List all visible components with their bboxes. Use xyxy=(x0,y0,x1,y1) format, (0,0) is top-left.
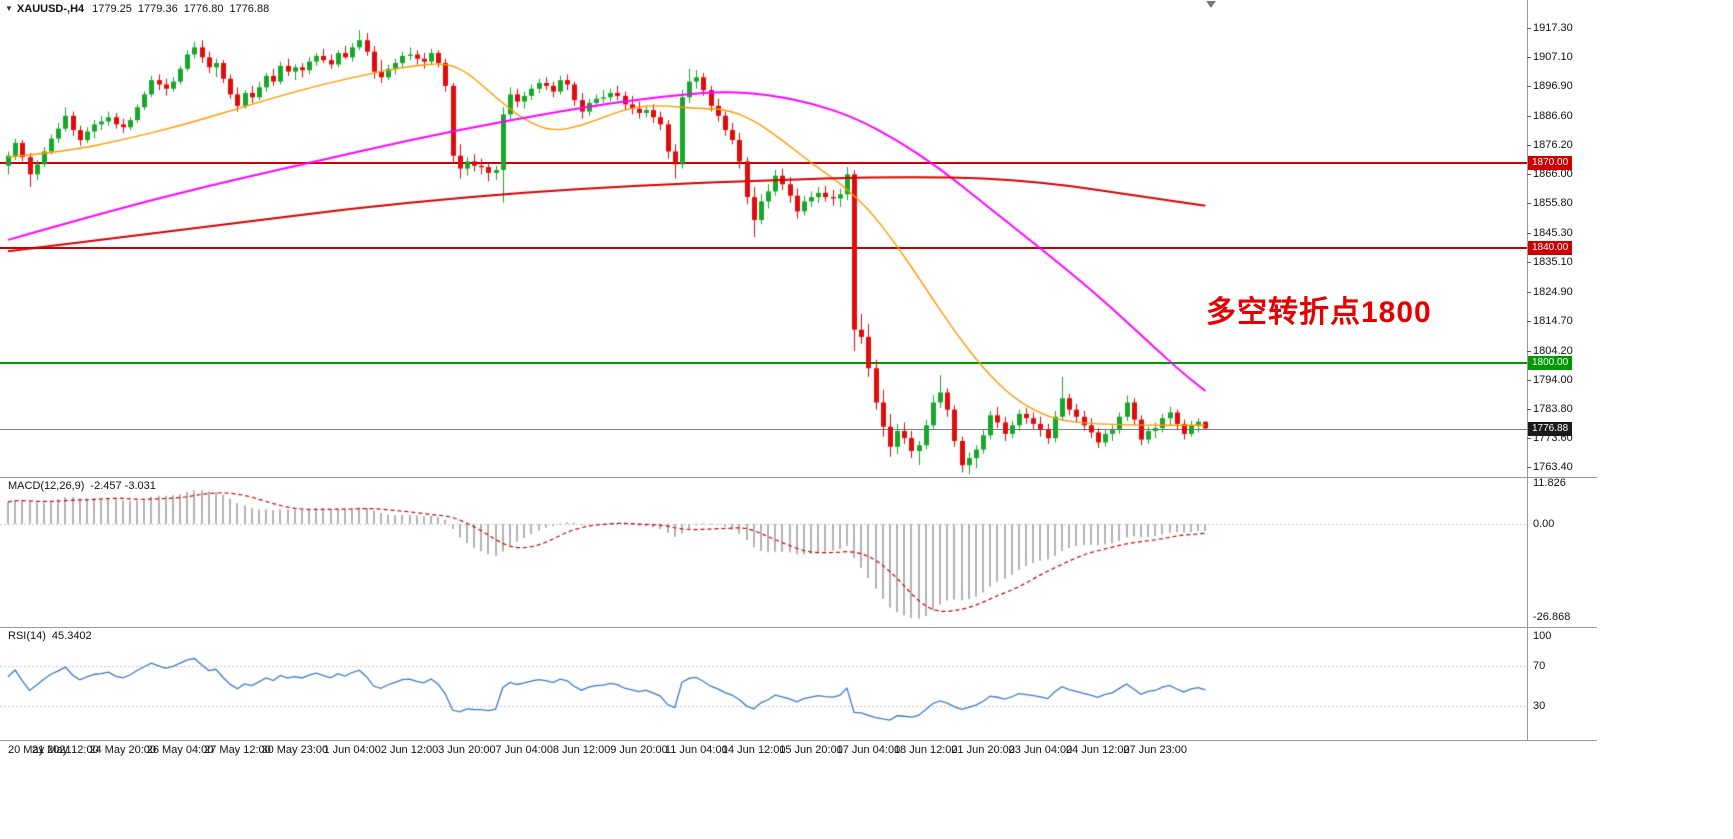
chart-header: ▼ XAUUSD-,H4 1779.25 1779.36 1776.80 1776.88 xyxy=(5,3,275,15)
price-tick-label: 1917.30 xyxy=(1533,21,1573,34)
macd-axis-label: 11.826 xyxy=(1533,477,1566,490)
price-tick-label: 1845.30 xyxy=(1533,227,1573,240)
ohlc-low: 1776.80 xyxy=(183,3,224,15)
macd-title: MACD(12,26,9) xyxy=(8,480,85,492)
time-axis-label: 3 Jun 20:00 xyxy=(438,744,496,756)
price-tick-mark xyxy=(1527,379,1531,381)
price-tick-label: 1866.00 xyxy=(1533,168,1573,181)
time-axis-label: 24 May 20:00 xyxy=(89,744,157,756)
price-tick-label: 1804.20 xyxy=(1533,344,1573,357)
price-tick-mark xyxy=(1527,262,1531,264)
rsi-axis-label: 30 xyxy=(1533,700,1546,712)
price-tick-mark xyxy=(1527,350,1531,352)
price-tick-label: 1886.60 xyxy=(1533,109,1573,122)
price-tick-label: 1814.70 xyxy=(1533,314,1573,327)
time-axis-label: 1 Jun 04:00 xyxy=(323,744,381,756)
price-tick-mark xyxy=(1527,145,1531,147)
price-tick-label: 1896.90 xyxy=(1533,80,1573,93)
time-axis-label: 20 May 2021 xyxy=(8,744,72,756)
price-tick-mark xyxy=(1527,86,1531,88)
price-badge-1840.00: 1840.00 xyxy=(1528,241,1573,256)
symbol-dropdown-icon[interactable]: ▼ xyxy=(5,4,13,13)
price-tick-mark xyxy=(1527,408,1531,410)
ohlc-close: 1776.88 xyxy=(229,3,270,15)
price-axis[interactable]: 1870.00 1840.00 1800.00 1776.88 1917.30 1907.… xyxy=(1527,0,1733,762)
macd-axis-label: -26.868 xyxy=(1533,610,1571,623)
time-axis-label: 21 Jun 20:00 xyxy=(951,744,1015,756)
price-tick-mark xyxy=(1527,115,1531,117)
price-tick-mark xyxy=(1527,437,1531,439)
annotation-text[interactable]: 多空转折点1800 xyxy=(1206,296,1432,329)
price-tick-label: 1794.00 xyxy=(1533,373,1573,386)
time-axis-label: 27 May 12:00 xyxy=(204,744,271,756)
price-tick-mark xyxy=(1527,291,1531,293)
price-tick-mark xyxy=(1527,27,1531,29)
ohlc-high: 1779.36 xyxy=(137,3,178,15)
rsi-axis-label: 70 xyxy=(1533,660,1546,672)
rsi-panel-separator[interactable] xyxy=(0,627,1597,628)
price-tick-mark xyxy=(1527,466,1531,468)
rsi-title: RSI(14) xyxy=(8,630,46,642)
price-tick-label: 1824.90 xyxy=(1533,285,1573,298)
price-badge-1800.00: 1800.00 xyxy=(1528,355,1573,370)
time-axis-label: 27 Jun 23:00 xyxy=(1123,744,1187,756)
time-axis-label: 14 Jun 12:00 xyxy=(721,744,786,756)
time-axis-label: 30 May 23:00 xyxy=(261,744,329,756)
price-tick-label: 1907.10 xyxy=(1533,51,1573,64)
time-axis-label: 9 Jun 20:00 xyxy=(610,744,668,756)
price-tick-label: 1835.10 xyxy=(1533,256,1573,269)
price-tick-mark xyxy=(1527,57,1531,59)
time-axis-label: 17 Jun 04:00 xyxy=(836,744,901,756)
macd-panel-separator[interactable] xyxy=(0,477,1597,478)
time-axis-label: 8 Jun 12:00 xyxy=(552,744,611,756)
time-axis-label: 21 May 12:00 xyxy=(32,744,99,756)
rsi-axis-label: 100 xyxy=(1533,630,1552,642)
price-tick-mark xyxy=(1527,203,1531,205)
symbol-period-label: XAUUSD-,H4 xyxy=(16,3,85,15)
rsi-value: 45.3402 xyxy=(51,630,92,642)
price-tick-label: 1783.80 xyxy=(1533,402,1573,415)
time-axis-label: 18 Jun 12:00 xyxy=(893,744,958,756)
time-axis-label: 2 Jun 12:00 xyxy=(380,744,439,756)
price-badge-1870.00: 1870.00 xyxy=(1528,155,1573,170)
macd-indicator-label: MACD(12,26,9) -2.457 -3.031 xyxy=(8,480,156,492)
current-price-badge: 1776.88 xyxy=(1528,421,1573,436)
chart-shift-marker-icon[interactable] xyxy=(1206,1,1216,8)
macd-axis-label: 0.00 xyxy=(1533,518,1555,530)
time-axis-label: 15 Jun 20:00 xyxy=(779,744,843,756)
price-tick-mark xyxy=(1527,320,1531,322)
price-tick-mark xyxy=(1527,174,1531,176)
price-tick-label: 1763.40 xyxy=(1533,460,1573,473)
macd-values: -2.457 -3.031 xyxy=(90,480,156,492)
time-axis[interactable]: 20 May 2021 21 May 12:00 24 May 20:00 26 Ma… xyxy=(0,740,1527,764)
price-tick-mark xyxy=(1527,233,1531,235)
time-axis-label: 26 May 04:00 xyxy=(146,744,214,756)
price-tick-label: 1876.20 xyxy=(1533,139,1573,152)
price-chart-canvas[interactable] xyxy=(0,0,1527,762)
time-axis-label: 24 Jun 12:00 xyxy=(1066,744,1130,756)
time-axis-label: 11 Jun 04:00 xyxy=(664,744,728,756)
time-axis-label: 7 Jun 04:00 xyxy=(495,744,553,756)
price-axis-line xyxy=(1527,0,1528,740)
time-axis-separator xyxy=(0,740,1597,741)
ohlc-open: 1779.25 xyxy=(92,3,132,15)
price-tick-label: 1855.80 xyxy=(1533,197,1573,210)
time-axis-label: 23 Jun 04:00 xyxy=(1008,744,1073,756)
rsi-indicator-label: RSI(14) 45.3402 xyxy=(8,630,92,642)
